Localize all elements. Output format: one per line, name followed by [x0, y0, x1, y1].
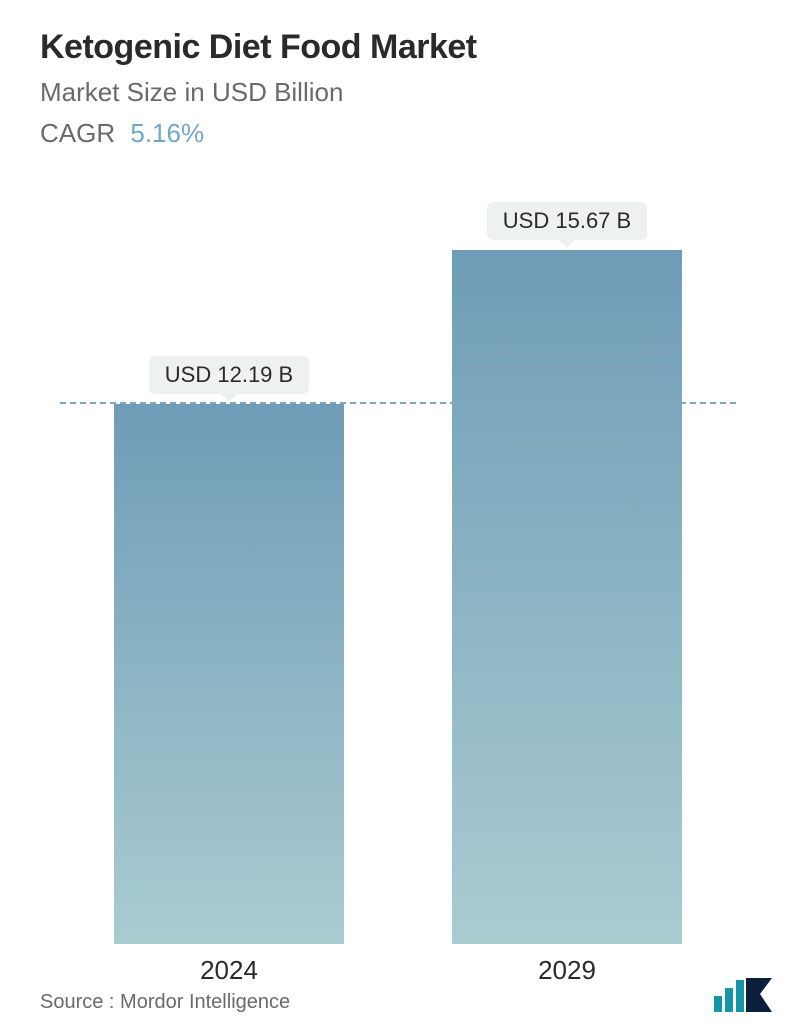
cagr-label: CAGR	[40, 118, 115, 148]
header: Ketogenic Diet Food Market Market Size i…	[0, 0, 796, 149]
bar-col-1: USD 15.67 B 2029	[452, 200, 682, 944]
x-label-1: 2029	[538, 955, 596, 986]
footer: Source : Mordor Intelligence	[40, 974, 776, 1014]
reference-line	[60, 402, 736, 404]
bars-wrap: USD 12.19 B 2024 USD 15.67 B 2029	[60, 200, 736, 944]
value-badge-1: USD 15.67 B	[487, 202, 647, 240]
chart-area: USD 12.19 B 2024 USD 15.67 B 2029	[0, 200, 796, 944]
brand-logo-icon	[712, 974, 776, 1014]
chart-title: Ketogenic Diet Food Market	[40, 28, 756, 67]
cagr-row: CAGR 5.16%	[40, 118, 756, 149]
bar-0	[114, 404, 344, 944]
value-badge-0: USD 12.19 B	[149, 356, 309, 394]
chart-subtitle: Market Size in USD Billion	[40, 77, 756, 108]
source-label: Source : Mordor Intelligence	[40, 991, 290, 1014]
x-label-0: 2024	[200, 955, 258, 986]
bar-col-0: USD 12.19 B 2024	[114, 200, 344, 944]
cagr-value: 5.16%	[130, 118, 204, 148]
bar-1	[452, 250, 682, 944]
